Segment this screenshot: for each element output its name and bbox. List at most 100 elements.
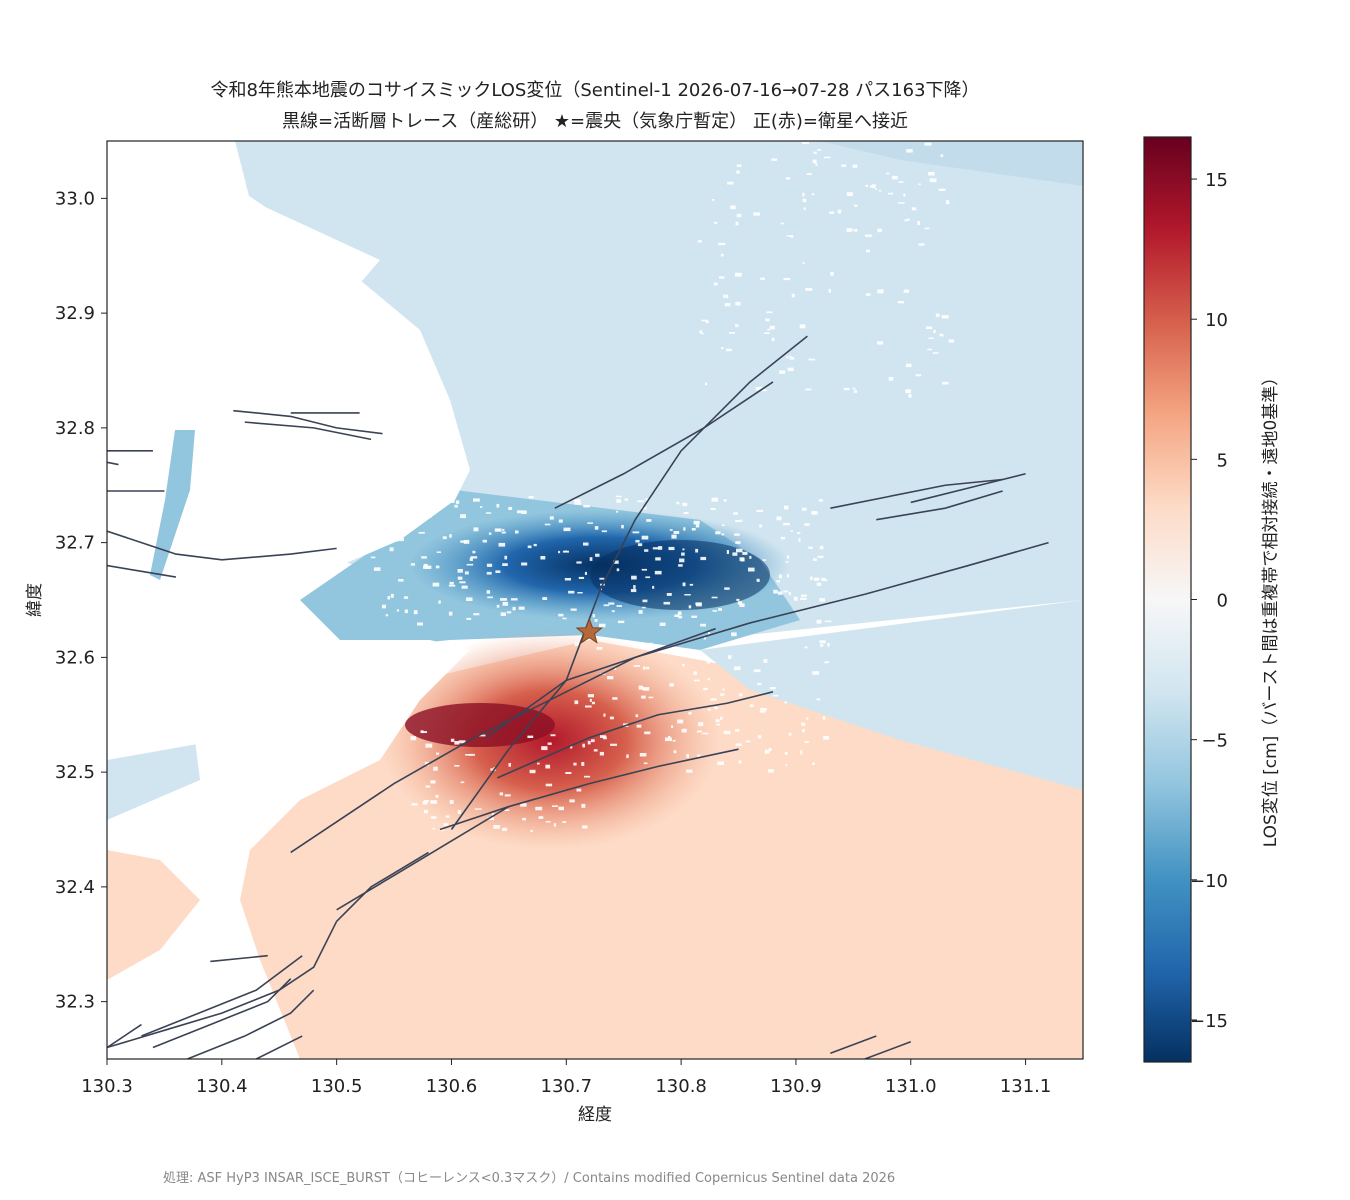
speckle-pixel (945, 200, 950, 205)
speckle-pixel (570, 608, 577, 611)
speckle-pixel (461, 585, 468, 589)
speckle-pixel (701, 332, 704, 335)
speckle-pixel (736, 548, 743, 553)
speckle-pixel (817, 555, 824, 558)
speckle-pixel (545, 821, 551, 823)
speckle-pixel (423, 565, 430, 569)
speckle-pixel (736, 164, 742, 167)
fault-trace (876, 490, 1003, 521)
speckle-pixel (765, 318, 770, 322)
speckle-pixel (417, 622, 423, 626)
speckle-pixel (500, 598, 507, 601)
speckle-pixel (418, 531, 425, 534)
epicenter-star (575, 617, 603, 644)
speckle-pixel (852, 164, 858, 168)
colorbar (1143, 136, 1192, 1063)
speckle-pixel (866, 293, 871, 296)
speckle-pixel (460, 781, 465, 784)
speckle-pixel (700, 556, 707, 561)
speckle-pixel (464, 571, 469, 575)
speckle-pixel (463, 539, 470, 544)
speckle-pixel (641, 695, 646, 699)
chart-title: 令和8年熊本地震のコサイスミックLOS変位（Sentinel-1 2026-07… (210, 80, 979, 101)
uplift-lobe (380, 630, 720, 850)
speckle-pixel (573, 762, 577, 766)
speckle-pixel (705, 321, 709, 324)
speckle-pixel (547, 742, 552, 745)
colorbar-tick-label: −5 (1201, 731, 1228, 752)
speckle-pixel (421, 499, 425, 504)
speckle-pixel (715, 531, 721, 535)
speckle-pixel (642, 647, 649, 650)
speckle-pixel (603, 736, 607, 740)
speckle-pixel (780, 222, 785, 225)
footer-credit: 処理: ASF HyP3 INSAR_ISCE_BURST（コヒーレンス<0.3… (163, 1171, 895, 1186)
speckle-pixel (779, 370, 786, 374)
speckle-pixel (611, 610, 615, 613)
speckle-pixel (425, 743, 433, 748)
speckle-pixel (720, 253, 724, 257)
speckle-pixel (646, 666, 650, 670)
speckle-pixel (474, 808, 482, 810)
speckle-pixel (587, 694, 594, 698)
speckle-pixel (631, 575, 637, 580)
speckle-pixel (776, 580, 781, 583)
speckle-pixel (700, 623, 706, 627)
speckle-pixel (713, 282, 718, 286)
speckle-pixel (449, 800, 454, 804)
speckle-pixel (582, 825, 588, 829)
fault-trace (107, 564, 177, 578)
speckle-pixel (865, 184, 869, 187)
speckle-pixel (614, 666, 617, 670)
speckle-pixel (735, 541, 741, 544)
speckle-pixel (630, 589, 637, 593)
fault-trace (107, 920, 338, 1049)
speckle-pixel (435, 794, 439, 798)
speckle-pixel (759, 710, 766, 713)
speckle-pixel (727, 181, 734, 185)
y-tick-label: 32.5 (55, 762, 95, 783)
speckle-pixel (788, 732, 792, 736)
y-tick-label: 32.3 (55, 992, 95, 1013)
speckle-pixel (679, 558, 685, 563)
speckle-pixel (756, 578, 760, 582)
speckle-pixel (695, 548, 699, 553)
speckle-pixel (725, 294, 729, 299)
speckle-pixel (801, 507, 807, 511)
x-axis-ticks: 130.3 130.4 130.5 130.6 130.7 130.8 130.9 131.0… (81, 1059, 1051, 1097)
speckle-pixel (502, 528, 505, 531)
speckle-pixel (711, 199, 715, 201)
speckle-pixel (581, 762, 585, 766)
colorbar-tick-label: 0 (1217, 591, 1228, 612)
speckle-pixel (761, 389, 768, 392)
speckle-pixel (681, 552, 685, 556)
speckle-pixel (753, 212, 761, 216)
speckle-pixel (589, 698, 592, 702)
speckle-pixel (802, 728, 805, 733)
speckle-pixel (375, 503, 378, 507)
speckle-pixel (877, 289, 884, 294)
fault-trace (450, 335, 808, 830)
x-tick-label: 130.5 (311, 1076, 363, 1097)
speckle-pixel (932, 352, 939, 354)
colorbar-tick-label: 10 (1205, 310, 1228, 331)
speckle-pixel (723, 294, 726, 298)
speckle-pixel (800, 597, 807, 600)
speckle-pixel (699, 330, 703, 334)
speckle-pixel (432, 582, 440, 587)
fault-trace (152, 978, 292, 1049)
speckle-pixel (490, 768, 494, 771)
speckle-pixel (757, 735, 762, 739)
speckle-pixel (581, 803, 586, 808)
speckle-pixel (563, 527, 571, 532)
speckle-pixel (491, 813, 495, 816)
speckle-pixel (473, 498, 480, 502)
uplift-peak (405, 703, 555, 747)
speckle-pixel (749, 555, 752, 559)
speckle-pixel (767, 328, 771, 331)
speckle-pixel (903, 193, 906, 197)
speckle-pixel (593, 749, 598, 752)
speckle-pixel (885, 172, 890, 175)
speckle-pixel (370, 556, 376, 559)
speckle-pixel (496, 604, 500, 608)
